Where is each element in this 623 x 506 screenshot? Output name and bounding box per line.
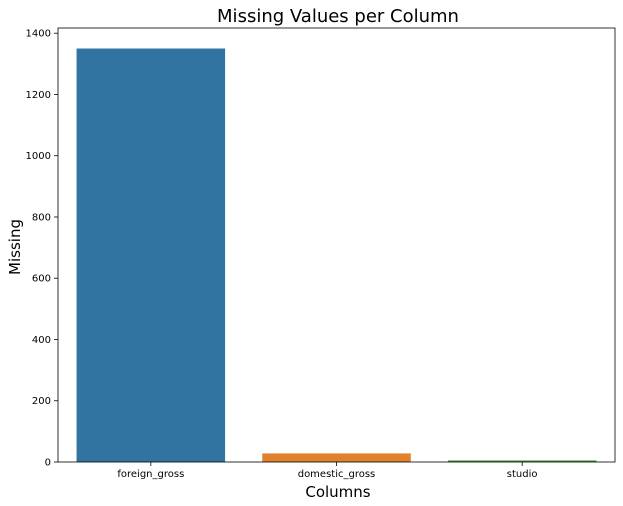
x-axis-title: Columns bbox=[305, 483, 370, 501]
x-tick-label: foreign_gross bbox=[117, 469, 184, 480]
y-tick-label: 1400 bbox=[26, 29, 51, 40]
y-tick-label: 800 bbox=[32, 212, 51, 223]
y-axis-title: Missing bbox=[6, 219, 24, 275]
y-tick-label: 0 bbox=[45, 458, 51, 469]
x-tick-label: studio bbox=[507, 469, 538, 480]
y-tick-label: 200 bbox=[32, 396, 51, 407]
chart-title: Missing Values per Column bbox=[217, 6, 459, 27]
y-tick-label: 600 bbox=[32, 274, 51, 285]
bar-domestic-gross bbox=[262, 453, 411, 462]
x-axis: foreign_gross domestic_gross studio bbox=[117, 462, 538, 480]
y-tick-label: 400 bbox=[32, 335, 51, 346]
plot-area bbox=[57, 27, 616, 463]
bar-foreign-gross bbox=[76, 48, 226, 463]
y-tick-label: 1200 bbox=[26, 90, 51, 101]
bar-studio bbox=[447, 460, 597, 462]
y-axis: 0 200 400 600 800 1000 1200 1400 bbox=[26, 29, 58, 469]
x-tick-label: domestic_gross bbox=[298, 469, 376, 480]
y-tick-label: 1000 bbox=[26, 151, 51, 162]
